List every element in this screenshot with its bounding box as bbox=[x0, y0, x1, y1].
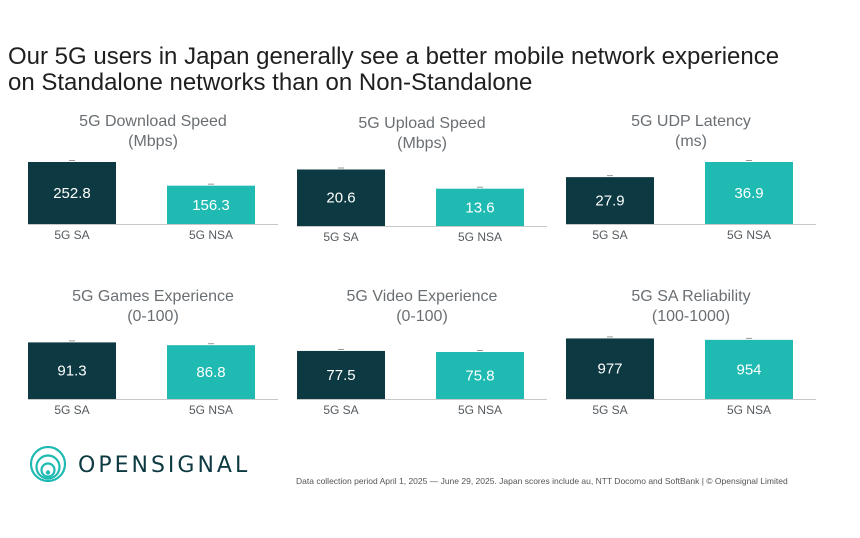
bar-5g-nsa bbox=[167, 185, 255, 224]
bar-5g-nsa bbox=[436, 188, 524, 226]
logo-wordmark: OPENSIGNAL bbox=[78, 453, 251, 478]
category-label-5g-sa: 5G SA bbox=[323, 230, 358, 244]
panel-title: 5G Games Experience (0-100) bbox=[28, 287, 278, 327]
chart-title: 5G SA Reliability bbox=[631, 288, 751, 305]
category-label-5g-sa: 5G SA bbox=[592, 403, 627, 417]
chart-title: 5G UDP Latency bbox=[631, 113, 751, 130]
headline-line-1: Our 5G users in Japan generally see a be… bbox=[8, 43, 780, 70]
data-label-5g-sa: 977 bbox=[597, 361, 622, 378]
chart-unit: (0-100) bbox=[396, 308, 448, 325]
games-experience-chart: 91.3 5G SA 86.8 5G NSA bbox=[28, 340, 278, 417]
data-label-5g-nsa: 13.6 bbox=[465, 199, 494, 216]
panel-video-experience: 5G Video Experience (0-100) 77.5 5G SA 75.… bbox=[297, 287, 547, 422]
category-label-5g-nsa: 5G NSA bbox=[189, 228, 233, 242]
sa-reliability-chart: 977 5G SA 954 5G NSA bbox=[566, 336, 816, 417]
bar-5g-sa bbox=[297, 169, 385, 226]
bar-5g-nsa bbox=[705, 162, 793, 224]
panel-title: 5G SA Reliability (100-1000) bbox=[566, 287, 816, 327]
data-label-5g-sa: 27.9 bbox=[595, 193, 624, 210]
panel-download-speed: 5G Download Speed (Mbps) 252.8 5G SA 156.3… bbox=[28, 112, 278, 247]
data-label-5g-nsa: 156.3 bbox=[192, 197, 230, 214]
chart-unit: (ms) bbox=[675, 133, 707, 150]
data-label-5g-sa: 20.6 bbox=[326, 190, 355, 207]
footnote: Data collection period April 1, 2025 — J… bbox=[296, 476, 788, 486]
chart-title: 5G Upload Speed bbox=[358, 115, 486, 132]
download-speed-chart: 252.8 5G SA 156.3 5G NSA bbox=[28, 160, 278, 242]
opensignal-rings-icon bbox=[29, 445, 67, 483]
data-label-5g-sa: 91.3 bbox=[57, 363, 86, 380]
chart-unit: (Mbps) bbox=[397, 135, 447, 152]
panel-udp-latency: 5G UDP Latency (ms) 27.9 5G SA 36.9 5G NSA bbox=[566, 112, 816, 247]
chart-title: 5G Download Speed bbox=[79, 113, 227, 130]
bar-5g-sa bbox=[28, 342, 116, 399]
bar-5g-sa bbox=[297, 350, 385, 399]
category-label-5g-sa: 5G SA bbox=[54, 228, 89, 242]
category-label-5g-sa: 5G SA bbox=[592, 228, 627, 242]
bar-5g-sa bbox=[566, 338, 654, 399]
headline: Our 5G users in Japan generally see a be… bbox=[8, 44, 853, 96]
chart-title: 5G Video Experience bbox=[346, 288, 498, 305]
category-label-5g-nsa: 5G NSA bbox=[727, 228, 771, 242]
panel-title: 5G Upload Speed (Mbps) bbox=[297, 114, 547, 154]
data-label-5g-sa: 252.8 bbox=[53, 185, 91, 202]
data-label-5g-nsa: 75.8 bbox=[465, 368, 494, 385]
chart-unit: (0-100) bbox=[127, 308, 179, 325]
category-label-5g-nsa: 5G NSA bbox=[727, 403, 771, 417]
bar-5g-nsa bbox=[436, 352, 524, 399]
category-label-5g-sa: 5G SA bbox=[323, 403, 358, 417]
video-experience-chart: 77.5 5G SA 75.8 5G NSA bbox=[297, 348, 547, 417]
chart-unit: (100-1000) bbox=[651, 308, 731, 325]
udp-latency-chart: 27.9 5G SA 36.9 5G NSA bbox=[566, 160, 816, 242]
upload-speed-chart: 20.6 5G SA 13.6 5G NSA bbox=[297, 167, 547, 244]
bar-5g-nsa bbox=[705, 339, 793, 399]
headline-line-2: on Standalone networks than on Non-Stand… bbox=[8, 69, 533, 96]
panel-sa-reliability: 5G SA Reliability (100-1000) 977 5G SA 954… bbox=[566, 287, 816, 422]
panel-games-experience: 5G Games Experience (0-100) 91.3 5G SA 86.… bbox=[28, 287, 278, 422]
bar-5g-sa bbox=[566, 177, 654, 224]
category-label-5g-nsa: 5G NSA bbox=[458, 403, 502, 417]
data-label-5g-sa: 77.5 bbox=[326, 367, 355, 384]
category-label-5g-nsa: 5G NSA bbox=[189, 403, 233, 417]
bar-5g-nsa bbox=[167, 345, 255, 399]
panel-upload-speed: 5G Upload Speed (Mbps) 20.6 5G SA 13.6 5G N… bbox=[297, 114, 547, 249]
category-label-5g-sa: 5G SA bbox=[54, 403, 89, 417]
chart-title: 5G Games Experience bbox=[72, 288, 234, 305]
panel-title: 5G Download Speed (Mbps) bbox=[28, 112, 278, 152]
panel-title: 5G UDP Latency (ms) bbox=[566, 112, 816, 152]
opensignal-logo: OPENSIGNAL bbox=[28, 444, 248, 484]
data-label-5g-nsa: 954 bbox=[736, 361, 761, 378]
panel-title: 5G Video Experience (0-100) bbox=[297, 287, 547, 327]
category-label-5g-nsa: 5G NSA bbox=[458, 230, 502, 244]
data-label-5g-nsa: 36.9 bbox=[734, 185, 763, 202]
data-label-5g-nsa: 86.8 bbox=[196, 364, 225, 381]
bar-5g-sa bbox=[28, 162, 116, 224]
chart-unit: (Mbps) bbox=[128, 133, 178, 150]
